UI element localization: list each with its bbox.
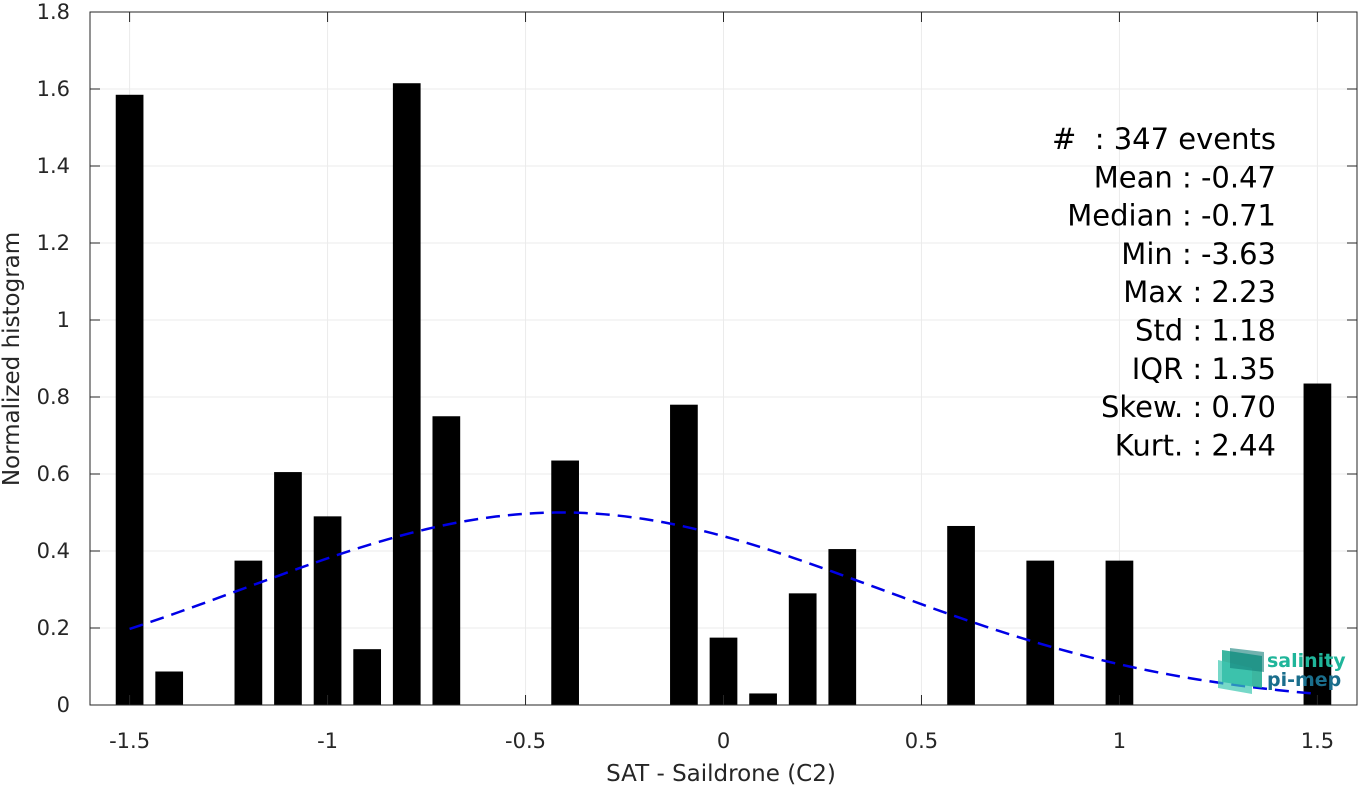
stats-line-6: IQR : 1.35 bbox=[1132, 352, 1276, 386]
logo-text-salinity: salinity bbox=[1267, 650, 1346, 672]
stats-line-0: # : 347 events bbox=[1052, 122, 1276, 156]
stats-line-2: Median : -0.71 bbox=[1067, 199, 1276, 233]
x-tick-label-0: -1.5 bbox=[109, 729, 150, 753]
stats-line-5: Std : 1.18 bbox=[1135, 314, 1276, 348]
stats-box: # : 347 events Mean : -0.47 Median : -0.71… bbox=[1052, 122, 1276, 462]
y-tick-labels: 0 0.2 0.4 0.6 0.8 1 1.2 1.4 1.6 1.8 bbox=[37, 0, 70, 717]
logo-mark-icon bbox=[1218, 648, 1264, 694]
y-tick-label-2: 0.4 bbox=[37, 539, 70, 563]
x-tick-label-5: 1 bbox=[1113, 729, 1126, 753]
stats-line-3: Min : -3.63 bbox=[1121, 237, 1276, 271]
stats-line-8: Kurt. : 2.44 bbox=[1115, 428, 1276, 462]
x-tick-label-4: 0.5 bbox=[905, 729, 938, 753]
y-tick-label-9: 1.8 bbox=[37, 0, 70, 24]
bar-15 bbox=[1026, 560, 1055, 705]
y-tick-label-8: 1.6 bbox=[37, 77, 70, 101]
fit-curve bbox=[129, 511, 1318, 696]
bar-11 bbox=[749, 693, 777, 705]
bar-9 bbox=[670, 404, 698, 705]
bar-16 bbox=[1105, 560, 1134, 705]
x-tick-label-2: -0.5 bbox=[505, 729, 546, 753]
bar-12 bbox=[788, 593, 817, 705]
y-tick-label-0: 0 bbox=[57, 693, 70, 717]
bar-17 bbox=[1303, 383, 1332, 705]
y-tick-label-7: 1.4 bbox=[37, 154, 70, 178]
x-tick-label-6: 1.5 bbox=[1301, 729, 1334, 753]
bar-4 bbox=[313, 516, 342, 705]
bar-14 bbox=[947, 525, 975, 705]
y-tick-label-6: 1.2 bbox=[37, 231, 70, 255]
y-tick-label-1: 0.2 bbox=[37, 616, 70, 640]
bar-1 bbox=[155, 671, 184, 705]
bar-7 bbox=[432, 416, 461, 705]
bar-10 bbox=[709, 637, 738, 705]
bar-6 bbox=[392, 83, 421, 706]
stats-line-4: Max : 2.23 bbox=[1123, 275, 1276, 309]
y-tick-label-3: 0.6 bbox=[37, 462, 70, 486]
bar-3 bbox=[274, 472, 302, 705]
stats-line-7: Skew. : 0.70 bbox=[1101, 390, 1276, 424]
y-axis-label: Normalized histogram bbox=[0, 232, 25, 486]
logo-text-pimep: pi-mep bbox=[1267, 669, 1341, 691]
x-axis-label: SAT - Saildrone (C2) bbox=[606, 761, 836, 785]
x-tick-label-1: -1 bbox=[317, 729, 338, 753]
y-tick-label-5: 1 bbox=[57, 308, 70, 332]
histogram-bars bbox=[115, 83, 1332, 706]
bar-5 bbox=[353, 649, 382, 705]
x-tick-labels: -1.5 -1 -0.5 0 0.5 1 1.5 bbox=[109, 729, 1334, 753]
stats-line-1: Mean : -0.47 bbox=[1094, 160, 1276, 194]
bar-8 bbox=[551, 460, 579, 705]
salinity-pimep-logo: salinity pi-mep bbox=[1218, 648, 1346, 694]
x-tick-label-3: 0 bbox=[717, 729, 730, 753]
axes-frame bbox=[89, 11, 1358, 706]
y-tick-label-4: 0.8 bbox=[37, 385, 70, 409]
bar-0 bbox=[115, 94, 144, 705]
